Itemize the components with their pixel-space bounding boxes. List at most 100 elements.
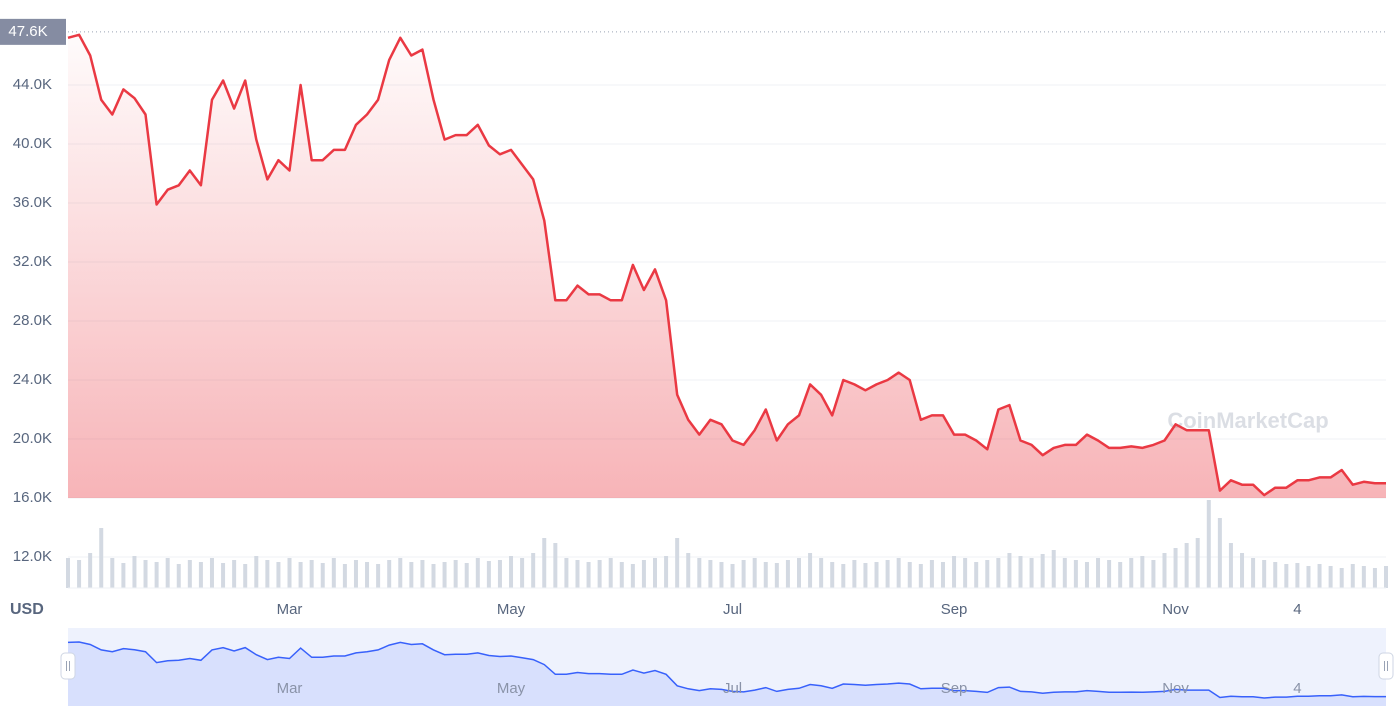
max-label: 47.6K: [8, 23, 47, 40]
volume-bar: [763, 562, 768, 588]
volume-bar: [442, 562, 447, 588]
volume-bar: [664, 556, 669, 588]
volume-bar: [353, 560, 358, 588]
navigator-bg: [68, 628, 1386, 706]
currency-label: USD: [10, 601, 44, 618]
volume-bar: [1317, 564, 1322, 588]
volume-bar: [1384, 566, 1388, 588]
volume-bar: [974, 562, 979, 588]
navigator-area: [68, 642, 1386, 706]
volume-bar: [1240, 553, 1245, 588]
navigator-line: [67, 641, 1386, 699]
volume-bar: [77, 560, 82, 588]
volume-bar: [1096, 558, 1101, 588]
volume-bar: [1350, 564, 1355, 588]
volume-bar: [608, 558, 613, 588]
volume-bar: [1295, 563, 1300, 588]
navigator-label: 4: [1293, 680, 1301, 697]
volume-bar: [1339, 568, 1344, 588]
volume-bar: [1195, 538, 1200, 588]
volume-bar: [1073, 560, 1078, 588]
volume-bar: [420, 560, 425, 588]
volume-bar: [1372, 568, 1377, 588]
volume-bar: [232, 560, 237, 588]
x-tick-label: Nov: [1162, 601, 1189, 618]
volume-bar: [99, 528, 104, 588]
volume-bar: [331, 558, 336, 588]
volume-bar: [1217, 518, 1222, 588]
volume-bar: [110, 558, 115, 588]
volume-bar: [486, 561, 491, 588]
volume-bar: [1262, 560, 1267, 588]
volume-bar: [276, 562, 281, 588]
navigator-handle[interactable]: [60, 652, 76, 680]
volume-bar: [254, 556, 259, 588]
volume-bar: [1251, 558, 1256, 588]
navigator-label: Sep: [941, 680, 968, 697]
volume-bar: [520, 558, 525, 588]
volume-bar: [1107, 560, 1112, 588]
volume-bar: [796, 558, 801, 588]
volume-bar: [841, 564, 846, 588]
volume-bar: [730, 564, 735, 588]
volume-bar: [475, 558, 480, 588]
navigator-label: May: [497, 680, 526, 697]
volume-bar: [1151, 560, 1156, 588]
volume-bar: [542, 538, 547, 588]
volume-bar: [963, 558, 968, 588]
volume-bar: [1062, 558, 1067, 588]
volume-bar: [497, 560, 502, 588]
volume-bar: [1228, 543, 1233, 588]
volume-bar: [1007, 553, 1012, 588]
volume-bar: [1306, 566, 1311, 588]
x-tick-label: May: [497, 601, 526, 618]
volume-bar: [165, 558, 170, 588]
x-tick-label: Jul: [723, 601, 742, 618]
volume-bar: [830, 562, 835, 588]
price-line: [67, 33, 1386, 497]
y-tick-label: 20.0K: [13, 430, 52, 447]
volume-bar: [398, 558, 403, 588]
volume-bar: [464, 563, 469, 588]
volume-bar: [387, 560, 392, 588]
volume-bar: [298, 562, 303, 588]
y-tick-label: 16.0K: [13, 489, 52, 506]
volume-bar: [1018, 556, 1023, 588]
y-tick-label: 40.0K: [13, 135, 52, 152]
volume-bar: [918, 564, 923, 588]
volume-bar: [320, 563, 325, 588]
volume-bar: [154, 562, 159, 588]
volume-bar: [896, 558, 901, 588]
volume-bar: [885, 560, 890, 588]
volume-bar: [1051, 550, 1056, 588]
volume-bar: [309, 560, 314, 588]
volume-bar: [66, 558, 70, 588]
volume-bar: [1129, 558, 1134, 588]
volume-bar: [719, 562, 724, 588]
volume-bar: [952, 556, 957, 588]
volume-bar: [985, 560, 990, 588]
max-label-bg: [0, 18, 66, 45]
volume-bar: [243, 564, 248, 588]
volume-bar: [686, 553, 691, 588]
volume-bar: [752, 558, 757, 588]
volume-bar: [1361, 566, 1366, 588]
volume-bar: [597, 560, 602, 588]
x-tick-label: 4: [1293, 601, 1301, 618]
volume-bar: [630, 564, 635, 588]
navigator-handle[interactable]: [1378, 652, 1394, 680]
y-tick-label: 36.0K: [13, 194, 52, 211]
volume-bar: [265, 560, 270, 588]
watermark: CoinMarketCap: [1167, 408, 1328, 433]
volume-bar: [774, 563, 779, 588]
volume-bar: [564, 558, 569, 588]
volume-bar: [907, 562, 912, 588]
volume-bar: [1029, 558, 1034, 588]
y-tick-label: 32.0K: [13, 253, 52, 270]
volume-bar: [176, 564, 181, 588]
volume-bar: [697, 558, 702, 588]
volume-bar: [1084, 562, 1089, 588]
volume-bar: [365, 562, 370, 588]
